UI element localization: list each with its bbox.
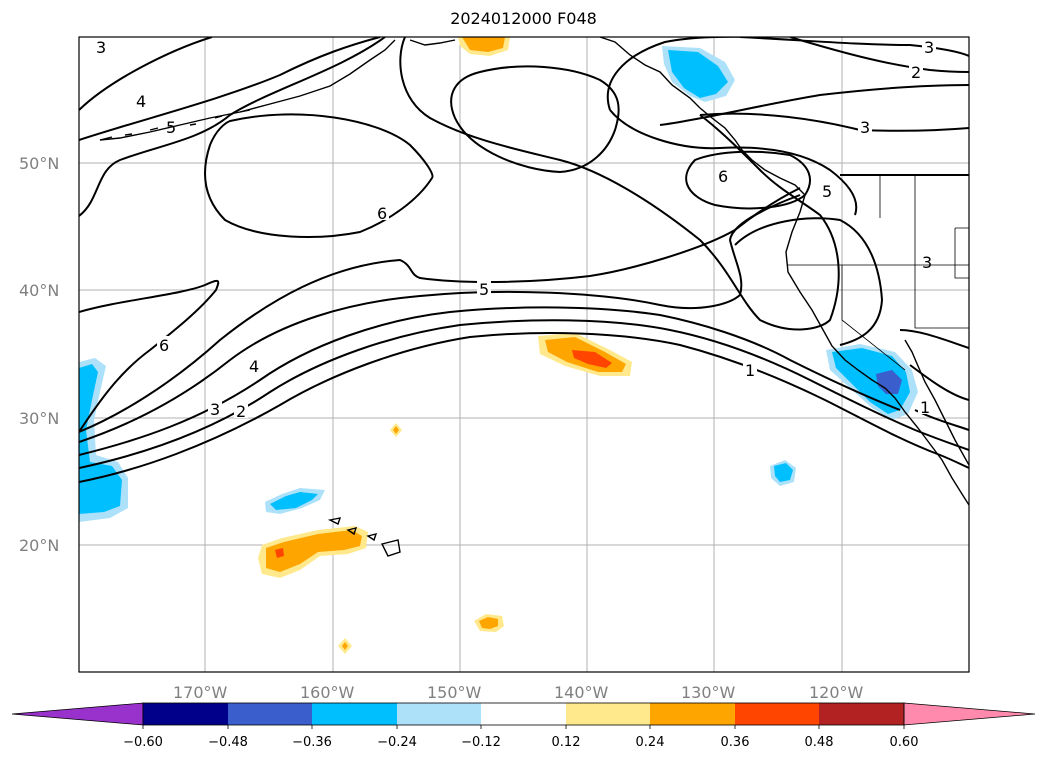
contour-line <box>659 84 969 126</box>
graticule <box>79 37 969 672</box>
colorbar-segment <box>481 703 566 725</box>
lon-label-160w: 160°W <box>300 683 355 702</box>
map-title: 2024012000 F048 <box>450 9 597 28</box>
contour-line <box>909 364 969 401</box>
map-area <box>79 37 969 672</box>
colorbar-tick-label: −0.48 <box>208 735 248 750</box>
contour-line <box>79 194 801 443</box>
contour-line <box>79 332 969 483</box>
colorbar-segment <box>735 703 819 725</box>
contour-label: 1 <box>920 398 930 417</box>
contour-line <box>79 306 901 456</box>
colorbar-segment <box>566 703 650 725</box>
contour-line <box>79 37 381 141</box>
contour-label: 5 <box>822 182 832 201</box>
contour-label: 4 <box>249 357 259 376</box>
colorbar-segment <box>819 703 904 725</box>
colorbar-tick-label: −0.36 <box>292 735 332 750</box>
contour-line <box>79 187 801 433</box>
contour-label: 2 <box>911 63 921 82</box>
lon-label-150w: 150°W <box>427 683 482 702</box>
contour-label: 5 <box>479 280 489 299</box>
alaska-coast <box>409 37 701 109</box>
colorbar-tick-label: −0.24 <box>377 735 417 750</box>
lat-label-50n: 50°N <box>19 154 59 173</box>
alaska-peninsula-coast <box>99 39 396 141</box>
map-frame <box>78 36 970 673</box>
contour-line <box>79 279 220 433</box>
contour-label: 4 <box>136 92 146 111</box>
contour-label: 1 <box>745 361 755 380</box>
colorbar-tick-label: 0.60 <box>890 735 919 750</box>
contour-label: 3 <box>860 118 870 137</box>
contour-line <box>609 109 858 216</box>
contour-label: 6 <box>377 204 387 223</box>
contour-line <box>734 217 884 346</box>
contour-label: 3 <box>210 400 220 419</box>
lon-label-170w: 170°W <box>173 683 228 702</box>
colorbar-segment <box>397 703 481 725</box>
colorbar-tick-label: 0.36 <box>721 735 750 750</box>
baja-coast <box>894 397 969 506</box>
colorbar-extend-low <box>11 702 144 726</box>
us-west-coast <box>785 194 896 399</box>
colorbar-tick-label: 0.24 <box>636 735 665 750</box>
contour-line <box>79 319 969 469</box>
contour-line <box>739 37 969 57</box>
hawaii-islands <box>327 517 401 557</box>
contour-line <box>399 37 840 331</box>
contour-label: 6 <box>159 336 169 355</box>
lon-label-120w: 120°W <box>809 683 864 702</box>
contour-lines <box>79 37 969 483</box>
contour-line <box>450 65 620 174</box>
contour-line <box>899 329 969 349</box>
contour-line <box>204 113 434 238</box>
colorbar-outline <box>142 702 905 726</box>
contour-line <box>79 37 386 217</box>
mexico-coast <box>904 339 969 466</box>
lon-label-140w: 140°W <box>554 683 609 702</box>
colorbar-extend-high <box>903 702 1036 726</box>
colorbar-segment <box>143 703 228 725</box>
lon-label-130w: 130°W <box>681 683 736 702</box>
contour-label: 3 <box>924 38 934 57</box>
colorbar-tick-label: 0.48 <box>805 735 834 750</box>
contour-label: 3 <box>96 38 106 57</box>
lat-label-20n: 20°N <box>19 536 59 555</box>
contour-line <box>606 37 760 111</box>
contour-label: 3 <box>922 253 932 272</box>
colorbar-segment <box>228 703 312 725</box>
colorbar-segment <box>650 703 735 725</box>
contour-label: 2 <box>236 402 246 421</box>
colorbar-tick-label: 0.12 <box>552 735 581 750</box>
colorbar-segment <box>312 703 397 725</box>
contour-line <box>79 37 213 111</box>
longitude-labels: 170°W 160°W 150°W 140°W 130°W 120°W <box>173 683 864 702</box>
coastlines <box>99 37 969 557</box>
contour-label: 6 <box>718 167 728 186</box>
aleutian-islands <box>99 109 251 141</box>
bc-coast <box>699 107 806 196</box>
colorbar-tick-label: −0.12 <box>461 735 501 750</box>
lat-label-40n: 40°N <box>19 281 59 300</box>
colorbar-tick-label: −0.60 <box>123 735 163 750</box>
latitude-labels: 50°N 40°N 30°N 20°N <box>19 154 59 555</box>
colorbar-ticks <box>142 725 905 729</box>
colorbar: −0.60 −0.48 −0.36 −0.24 −0.12 0.12 0.24 … <box>11 702 1036 750</box>
state-borders <box>787 175 969 371</box>
lat-label-30n: 30°N <box>19 409 59 428</box>
